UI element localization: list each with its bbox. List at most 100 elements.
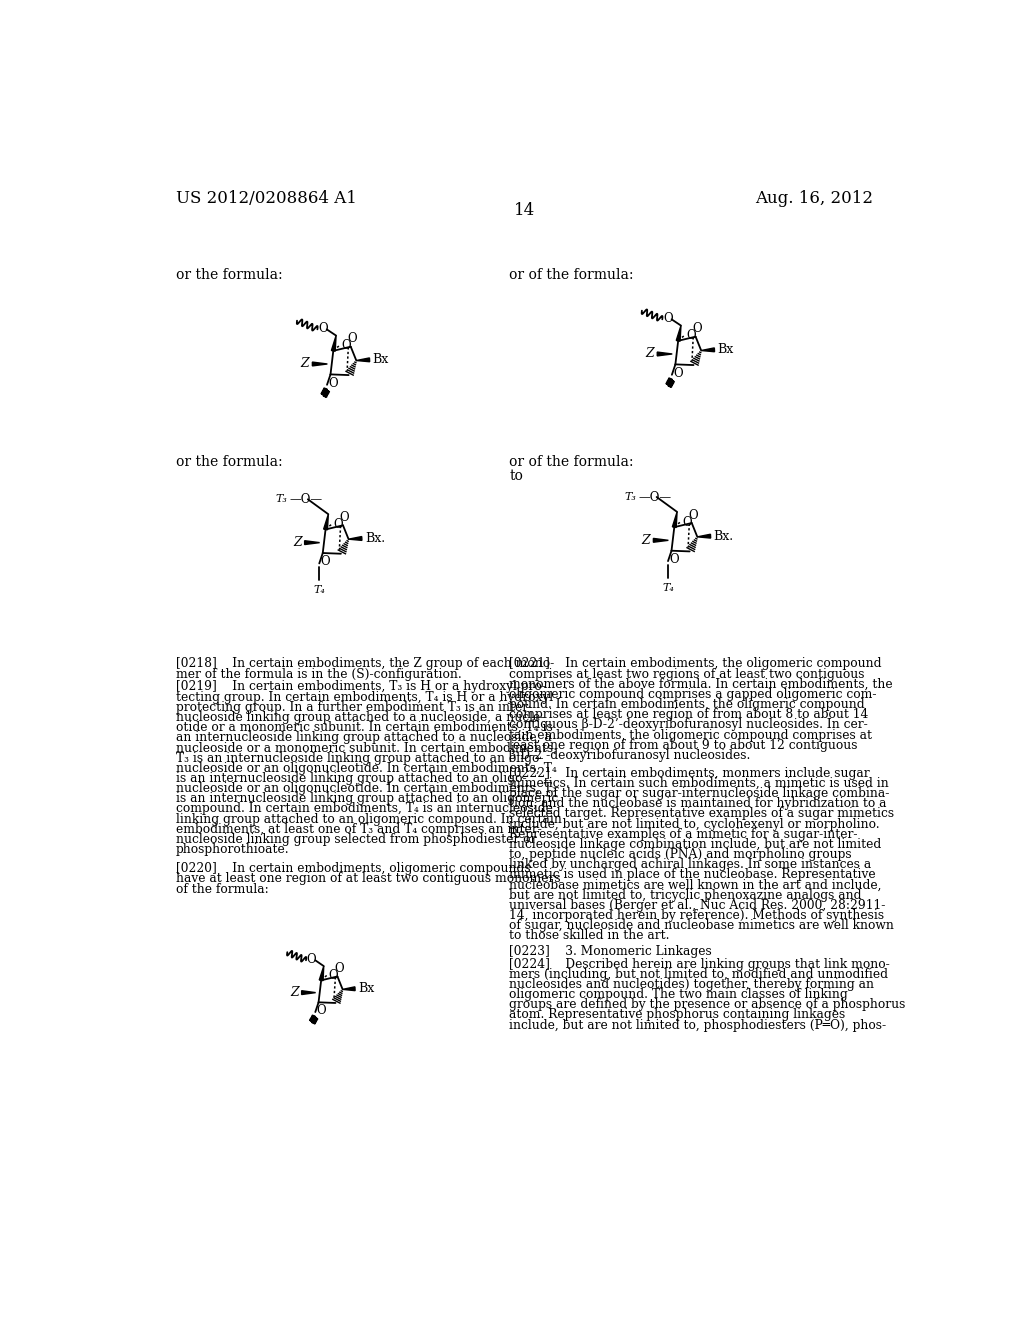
Text: include, but are not limited to, cyclohexenyl or morpholino.: include, but are not limited to, cyclohe… — [509, 817, 880, 830]
Text: nucleobase mimetics are well known in the art and include,: nucleobase mimetics are well known in th… — [509, 879, 882, 891]
Text: linked by uncharged achiral linkages. In some instances a: linked by uncharged achiral linkages. In… — [509, 858, 871, 871]
Text: T₃ is an internucleoside linking group attached to an oligo-: T₃ is an internucleoside linking group a… — [176, 751, 544, 764]
Text: groups are defined by the presence or absence of a phosphorus: groups are defined by the presence or ab… — [509, 998, 905, 1011]
Text: tain embodiments, the oligomeric compound comprises at: tain embodiments, the oligomeric compoun… — [509, 729, 872, 742]
Text: oligomeric compound comprises a gapped oligomeric com-: oligomeric compound comprises a gapped o… — [509, 688, 877, 701]
Text: but are not limited to, tricyclic phenoxazine analogs and: but are not limited to, tricyclic phenox… — [509, 888, 862, 902]
Text: Bx.: Bx. — [365, 532, 385, 545]
Text: O: O — [663, 312, 673, 325]
Text: O: O — [334, 962, 344, 975]
Text: O: O — [334, 517, 343, 531]
Polygon shape — [312, 362, 328, 366]
Text: [0220]    In certain embodiments, oligomeric compounds: [0220] In certain embodiments, oligomeri… — [176, 862, 530, 875]
Text: is an internucleoside linking group attached to an oligo-: is an internucleoside linking group atta… — [176, 772, 526, 785]
Polygon shape — [697, 535, 711, 539]
Polygon shape — [356, 358, 370, 362]
Text: [0218]    In certain embodiments, the Z group of each mono-: [0218] In certain embodiments, the Z gro… — [176, 657, 554, 671]
Text: or of the formula:: or of the formula: — [509, 455, 634, 469]
Text: Representative examples of a mimetic for a sugar-inter-: Representative examples of a mimetic for… — [509, 828, 858, 841]
Text: or the formula:: or the formula: — [176, 455, 283, 469]
Text: [0221]    In certain embodiments, the oligomeric compound: [0221] In certain embodiments, the oligo… — [509, 657, 882, 671]
Text: phosphorothioate.: phosphorothioate. — [176, 843, 290, 857]
Text: or of the formula:: or of the formula: — [509, 268, 634, 281]
Text: to those skilled in the art.: to those skilled in the art. — [509, 929, 670, 942]
Text: O: O — [692, 322, 702, 335]
Text: [0224]    Described herein are linking groups that link mono-: [0224] Described herein are linking grou… — [509, 958, 890, 970]
Text: nucleosides and nucleotides) together, thereby forming an: nucleosides and nucleotides) together, t… — [509, 978, 874, 991]
Text: O: O — [318, 322, 328, 335]
Text: nucleoside or an oligonucleotide. In certain embodiments, T₄: nucleoside or an oligonucleotide. In cer… — [176, 762, 557, 775]
Text: selected target. Representative examples of a sugar mimetics: selected target. Representative examples… — [509, 808, 894, 820]
Text: O: O — [686, 329, 695, 342]
Text: mimetic is used in place of the nucleobase. Representative: mimetic is used in place of the nucleoba… — [509, 869, 876, 882]
Text: nucleoside or an oligonucleotide. In certain embodiments, T₃: nucleoside or an oligonucleotide. In cer… — [176, 781, 557, 795]
Text: Z: Z — [642, 533, 650, 546]
Text: Z: Z — [301, 358, 309, 371]
Text: compound. In certain embodiments, T₄ is an internucleoside: compound. In certain embodiments, T₄ is … — [176, 803, 553, 816]
Text: place of the sugar or sugar-internucleoside linkage combina-: place of the sugar or sugar-internucleos… — [509, 787, 890, 800]
Text: monomers of the above formula. In certain embodiments, the: monomers of the above formula. In certai… — [509, 677, 893, 690]
Text: O: O — [347, 333, 357, 346]
Text: protecting group. In a further embodiment T₃ is an inter-: protecting group. In a further embodimen… — [176, 701, 532, 714]
Text: tion, and the nucleobase is maintained for hybridization to a: tion, and the nucleobase is maintained f… — [509, 797, 887, 810]
Text: —O—: —O— — [289, 492, 323, 506]
Text: O: O — [321, 556, 331, 569]
Text: O: O — [306, 953, 316, 966]
Text: Z: Z — [293, 536, 301, 549]
Text: Z: Z — [645, 347, 654, 360]
Text: to, peptide nucleic acids (PNA) and morpholino groups: to, peptide nucleic acids (PNA) and morp… — [509, 847, 852, 861]
Text: mer of the formula is in the (S)-configuration.: mer of the formula is in the (S)-configu… — [176, 668, 462, 681]
Text: [0219]    In certain embodiments, T₃ is H or a hydroxyl pro-: [0219] In certain embodiments, T₃ is H o… — [176, 681, 546, 693]
Polygon shape — [302, 991, 315, 994]
Text: O: O — [340, 511, 349, 524]
Polygon shape — [332, 335, 336, 351]
Text: [0222]    In certain embodiments, monmers include sugar: [0222] In certain embodiments, monmers i… — [509, 767, 870, 780]
Text: O: O — [316, 1005, 327, 1016]
Polygon shape — [343, 987, 355, 990]
Text: pound. In certain embodiments, the oligmeric compound: pound. In certain embodiments, the oligm… — [509, 698, 865, 711]
Text: 14, incorporated herein by reference). Methods of synthesis: 14, incorporated herein by reference). M… — [509, 909, 885, 921]
Polygon shape — [348, 536, 361, 540]
Text: comprises at least one region of from about 8 to about 14: comprises at least one region of from ab… — [509, 708, 868, 721]
Text: US 2012/0208864 A1: US 2012/0208864 A1 — [176, 190, 357, 207]
Text: nucleoside or a monomeric subunit. In certain embodiments,: nucleoside or a monomeric subunit. In ce… — [176, 742, 557, 755]
Text: O: O — [670, 553, 679, 566]
Polygon shape — [319, 966, 324, 981]
Text: O: O — [682, 516, 692, 528]
Text: T₄: T₄ — [313, 585, 326, 595]
Polygon shape — [701, 348, 715, 351]
Text: Bx: Bx — [718, 343, 734, 356]
Text: β-D-2’-deoxyribofuranosyl nucleosides.: β-D-2’-deoxyribofuranosyl nucleosides. — [509, 748, 751, 762]
Text: of the formula:: of the formula: — [176, 883, 268, 895]
Text: atom. Representative phosphorus containing linkages: atom. Representative phosphorus containi… — [509, 1008, 846, 1022]
Polygon shape — [324, 515, 329, 529]
Text: O: O — [329, 969, 338, 982]
Text: O: O — [674, 367, 683, 380]
Text: or the formula:: or the formula: — [176, 268, 283, 281]
Text: an internucleoside linking group attached to a nucleoside, a: an internucleoside linking group attache… — [176, 731, 552, 744]
Text: to: to — [509, 469, 523, 483]
Text: Bx: Bx — [358, 982, 375, 995]
Text: 14: 14 — [514, 202, 536, 219]
Text: include, but are not limited to, phosphodiesters (P═O), phos-: include, but are not limited to, phospho… — [509, 1019, 887, 1032]
Text: [0223]    3. Monomeric Linkages: [0223] 3. Monomeric Linkages — [509, 945, 712, 958]
Text: comprises at least two regions of at least two contiguous: comprises at least two regions of at lea… — [509, 668, 865, 681]
Polygon shape — [653, 539, 669, 543]
Text: O: O — [688, 508, 698, 521]
Text: nucleoside linking group selected from phosphodiester or: nucleoside linking group selected from p… — [176, 833, 537, 846]
Text: linking group attached to an oligomeric compound. In certain: linking group attached to an oligomeric … — [176, 813, 562, 825]
Text: mimetics. In certain such embodiments, a mimetic is used in: mimetics. In certain such embodiments, a… — [509, 777, 889, 789]
Text: is an internucleoside linking group attached to an oligomeric: is an internucleoside linking group atta… — [176, 792, 558, 805]
Text: Aug. 16, 2012: Aug. 16, 2012 — [756, 190, 873, 207]
Text: T₃: T₃ — [275, 494, 288, 504]
Text: Bx.: Bx. — [714, 529, 734, 543]
Text: Bx: Bx — [373, 354, 389, 367]
Text: nucleoside linkage combination include, but are not limited: nucleoside linkage combination include, … — [509, 838, 882, 851]
Text: Z: Z — [290, 986, 299, 999]
Text: T₃: T₃ — [625, 492, 637, 502]
Text: tecting group. In certain embodiments, T₄ is H or a hydroxyl: tecting group. In certain embodiments, T… — [176, 690, 553, 704]
Text: least one region of from about 9 to about 12 contiguous: least one region of from about 9 to abou… — [509, 739, 858, 751]
Text: of sugar, nucleoside and nucleobase mimetics are well known: of sugar, nucleoside and nucleobase mime… — [509, 919, 894, 932]
Polygon shape — [673, 512, 677, 528]
Text: O: O — [329, 376, 338, 389]
